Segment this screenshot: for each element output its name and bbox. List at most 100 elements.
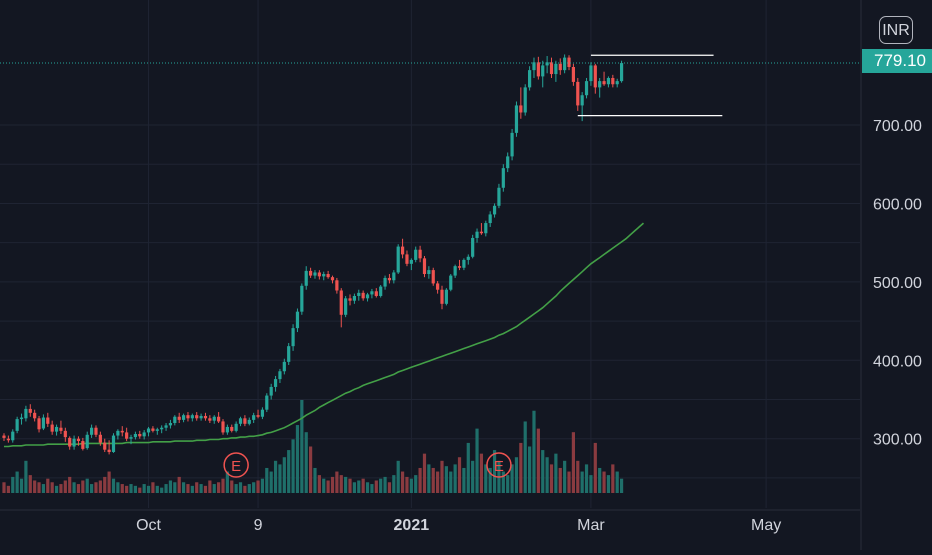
volume-bar (492, 450, 497, 493)
volume-bar (422, 453, 427, 493)
candle-body (107, 449, 111, 453)
volume-bar (536, 428, 540, 493)
volume-bar (361, 478, 365, 493)
volume-bar (418, 467, 422, 493)
candle-body (295, 311, 300, 329)
volume-bar (339, 475, 343, 493)
earnings-marker-label: E (494, 458, 504, 475)
volume-bar (409, 478, 413, 493)
candle-body (440, 289, 444, 304)
candle-body (479, 231, 484, 234)
candle-body (514, 105, 519, 133)
candle-body (466, 256, 470, 260)
candle-body (2, 435, 6, 438)
candle-body (173, 416, 177, 424)
candle-body (129, 437, 133, 439)
volume-bar (365, 482, 370, 493)
candle-body (125, 432, 129, 439)
candle-body (46, 417, 50, 424)
candle-body (243, 418, 247, 424)
volume-bar (584, 464, 589, 493)
volume-bar (295, 425, 300, 493)
volume-bar (243, 485, 247, 493)
candle-body (168, 423, 173, 426)
candle-body (28, 408, 32, 413)
volume-bar (619, 478, 624, 493)
candle-body (59, 427, 63, 431)
volume-bar (90, 484, 94, 493)
volume-bar (436, 471, 440, 493)
candle-body (387, 277, 392, 281)
volume-bar (462, 467, 466, 493)
candle-body (571, 66, 575, 82)
volume-bar (265, 467, 269, 493)
candle-body (365, 294, 370, 299)
volume-bar (291, 439, 295, 493)
volume-bar (234, 484, 238, 493)
candle-body (111, 435, 116, 453)
candle-body (339, 290, 343, 315)
volume-bar (519, 442, 523, 493)
candle-body (234, 423, 238, 431)
candle-body (471, 237, 475, 257)
y-tick-label: 400.00 (873, 353, 922, 370)
earnings-marker[interactable] (486, 452, 512, 478)
volume-bar (94, 482, 98, 493)
volume-bar (523, 421, 527, 493)
volume-bar (190, 485, 194, 493)
candle-body (190, 415, 194, 419)
candle-body (177, 416, 181, 420)
candle-body (195, 415, 199, 419)
candle-body (558, 63, 562, 71)
candle-body (427, 270, 431, 275)
volume-bar (602, 471, 606, 493)
volume-bar (396, 460, 400, 493)
volume-bar (76, 484, 81, 493)
candle-body (506, 156, 510, 169)
candle-body (72, 438, 76, 447)
volume-bar (427, 464, 431, 493)
volume-bar (475, 428, 479, 493)
volume-bar (374, 480, 378, 493)
volume-bar (549, 464, 554, 493)
candle-body (492, 205, 497, 215)
candle-body (300, 285, 304, 312)
volume-bar (111, 478, 116, 493)
volume-bar (46, 478, 50, 493)
candle-body (422, 258, 427, 275)
candle-body (50, 424, 54, 432)
volume-bar (54, 485, 59, 493)
volume-bar (151, 482, 155, 493)
candle-body (256, 415, 260, 417)
volume-bar (471, 460, 475, 493)
currency-badge[interactable]: INR (879, 16, 913, 44)
candle-body (536, 62, 540, 77)
candle-body (273, 379, 278, 387)
candle-body (414, 249, 418, 260)
candle-body (186, 415, 190, 419)
candle-body (457, 266, 462, 268)
volume-bar (63, 480, 67, 493)
candle-body (15, 419, 19, 431)
volume-bar (212, 484, 216, 493)
candle-body (510, 132, 514, 157)
volume-bar (479, 453, 484, 493)
candle-body (344, 298, 348, 315)
volume-bar (107, 471, 111, 493)
volume-bar (282, 457, 286, 493)
candle-body (589, 65, 593, 82)
volume-bar (256, 480, 260, 493)
volume-bar (352, 482, 356, 493)
volume-bar (528, 446, 532, 493)
volume-bar (532, 410, 536, 493)
volume-bar (273, 460, 278, 493)
candle-body (133, 433, 137, 438)
earnings-marker[interactable] (223, 452, 249, 478)
volume-bar (33, 480, 37, 493)
volume-bar (387, 482, 392, 493)
y-tick-label: 300.00 (873, 432, 922, 449)
candle-body (208, 418, 212, 421)
volume-bar (217, 482, 221, 493)
